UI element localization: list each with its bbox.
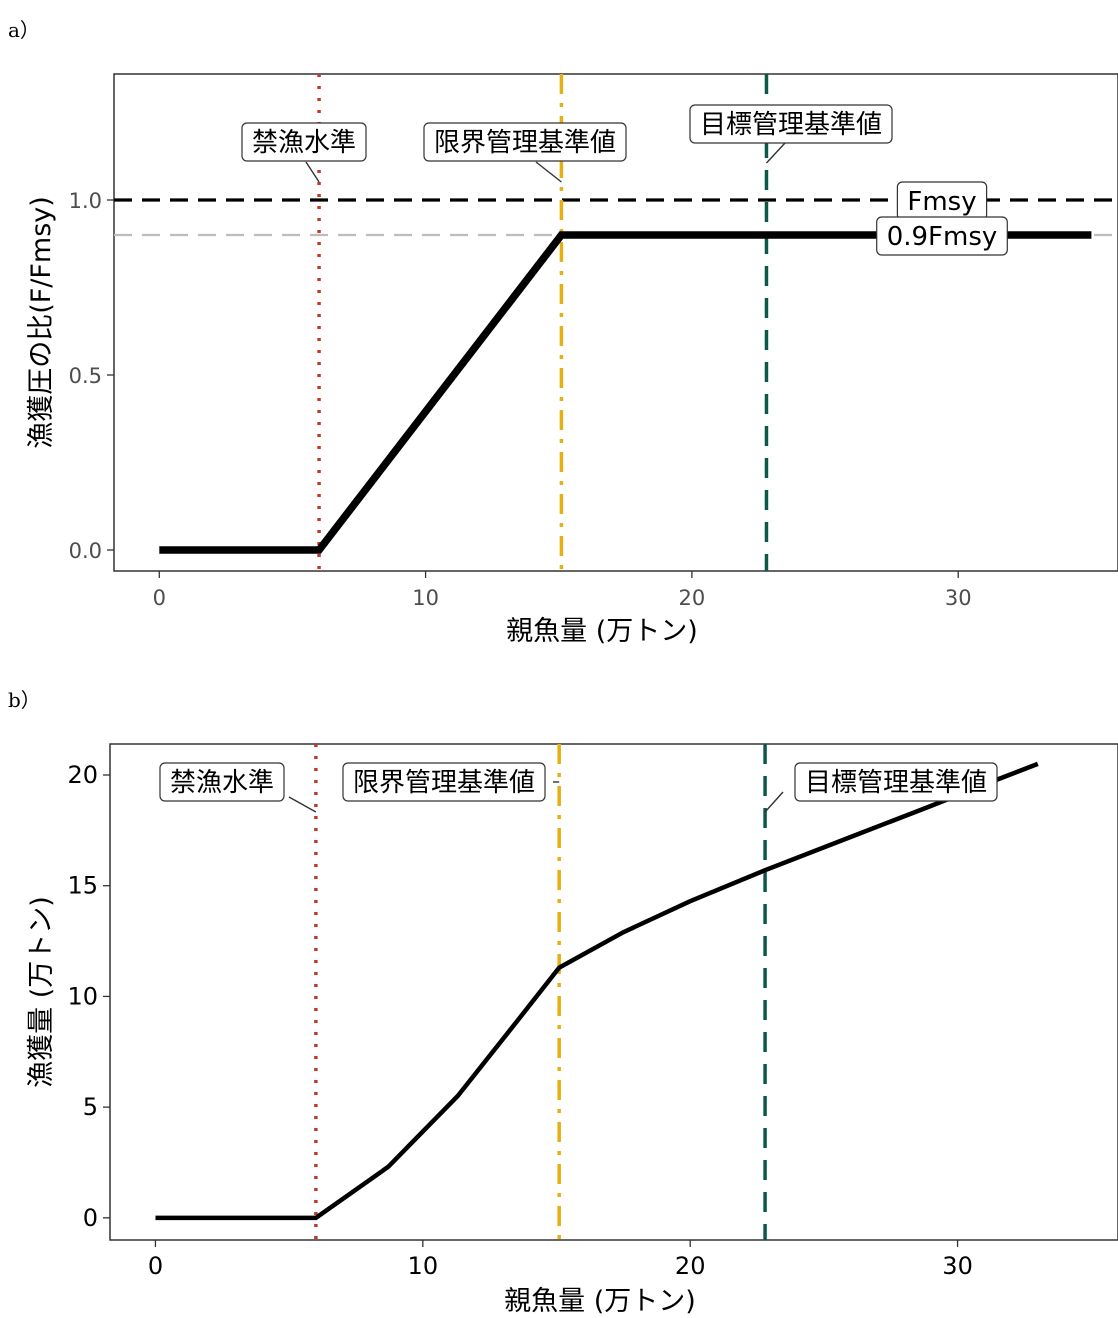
vline-label-2-text: 目標管理基準値 [700,110,882,140]
vline-label-0-box [241,122,367,162]
y-tick-label: 5 [83,1093,98,1121]
y-tick-label: 0 [83,1204,98,1232]
panel-b-label: b） [8,688,41,712]
x-tick-label: 30 [942,1252,973,1280]
vline-label-1-box [342,762,546,802]
chart-b-catch: 0 10 20 30 0 5 10 15 20 親魚量 (万トン) 漁獲量 (万トン) 禁漁水準 限界管… [26,743,1118,1317]
hline-label-0-text: Fmsy [907,187,976,217]
x-tick-label: 0 [148,1252,163,1280]
y-tick-label: 1.0 [69,189,102,213]
vline-label-1-text: 限界管理基準値 [353,768,535,798]
x-tick-label: 0 [153,586,166,610]
leader-line-0 [305,161,320,183]
x-tick-label: 20 [679,586,706,610]
data-line [159,231,1092,554]
vline-label-0-text: 禁漁水準 [170,768,274,798]
vline-label-1-text: 限界管理基準値 [434,128,616,158]
y-tick-label: 0.0 [69,539,102,563]
plot-frame [113,73,1118,572]
x-tick-label: 20 [675,1252,706,1280]
y-axis-title: 漁獲量 (万トン) [26,896,57,1088]
x-axis-title: 親魚量 (万トン) [504,1286,696,1317]
hline-label-1-text: 0.9Fmsy [887,222,998,252]
chart-a-fishing-pressure: 0 10 20 30 0.0 0.5 1.0 親魚量 (万トン) 漁獲圧の比(F/Fmsy) 禁漁… [26,73,1118,647]
y-tick-label: 10 [67,982,98,1010]
vline-label-2-text: 目標管理基準値 [805,768,987,798]
vline-label-2-box [794,762,998,802]
x-axis-title: 親魚量 (万トン) [506,616,698,647]
vline-label-0-box [159,762,285,802]
y-tick-label: 15 [67,872,98,900]
vline-label-0-text: 禁漁水準 [252,128,356,158]
x-tick-label: 30 [945,586,972,610]
x-tick-label: 10 [412,586,439,610]
hline-label-1-box [876,216,1008,256]
plot-frame [109,743,1118,1241]
y-axis-title: 漁獲圧の比(F/Fmsy) [26,196,57,449]
x-tick-label: 10 [408,1252,439,1280]
vline-label-2-box [689,104,893,144]
y-tick-label: 20 [67,761,98,789]
leader-line-1 [535,161,562,183]
leader-line-2 [765,142,786,164]
data-line [155,761,1039,1221]
leader-line-2 [764,791,784,813]
panel-a-label: a） [8,18,40,42]
leader-line-0 [288,796,317,813]
y-tick-label: 0.5 [69,364,102,388]
vline-label-1-box [423,122,627,162]
